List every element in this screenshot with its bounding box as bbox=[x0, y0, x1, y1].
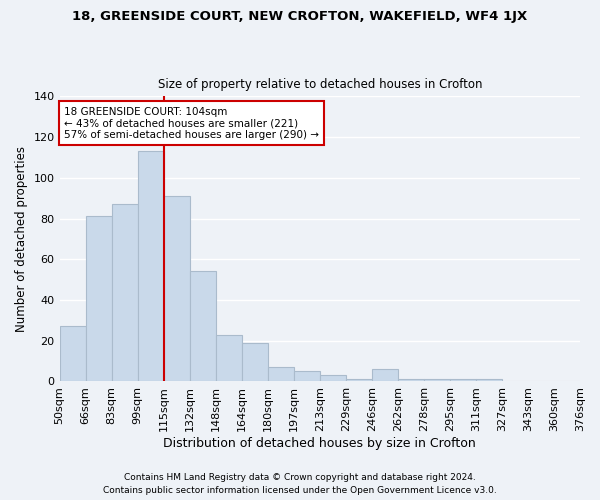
Bar bbox=[164, 196, 190, 382]
Bar bbox=[346, 380, 372, 382]
Text: 18, GREENSIDE COURT, NEW CROFTON, WAKEFIELD, WF4 1JX: 18, GREENSIDE COURT, NEW CROFTON, WAKEFI… bbox=[73, 10, 527, 23]
Bar bbox=[424, 380, 450, 382]
Bar bbox=[86, 216, 112, 382]
Bar bbox=[268, 367, 294, 382]
Bar bbox=[59, 326, 86, 382]
Text: Contains HM Land Registry data © Crown copyright and database right 2024.
Contai: Contains HM Land Registry data © Crown c… bbox=[103, 474, 497, 495]
Bar bbox=[112, 204, 137, 382]
Bar bbox=[450, 380, 476, 382]
Bar bbox=[242, 343, 268, 382]
Bar bbox=[137, 152, 164, 382]
Bar bbox=[476, 380, 502, 382]
Bar bbox=[372, 369, 398, 382]
Text: 18 GREENSIDE COURT: 104sqm
← 43% of detached houses are smaller (221)
57% of sem: 18 GREENSIDE COURT: 104sqm ← 43% of deta… bbox=[64, 106, 319, 140]
Bar bbox=[215, 334, 242, 382]
Bar bbox=[398, 380, 424, 382]
Bar bbox=[190, 272, 215, 382]
Bar bbox=[294, 372, 320, 382]
X-axis label: Distribution of detached houses by size in Crofton: Distribution of detached houses by size … bbox=[163, 437, 476, 450]
Y-axis label: Number of detached properties: Number of detached properties bbox=[15, 146, 28, 332]
Title: Size of property relative to detached houses in Crofton: Size of property relative to detached ho… bbox=[158, 78, 482, 91]
Bar bbox=[320, 376, 346, 382]
